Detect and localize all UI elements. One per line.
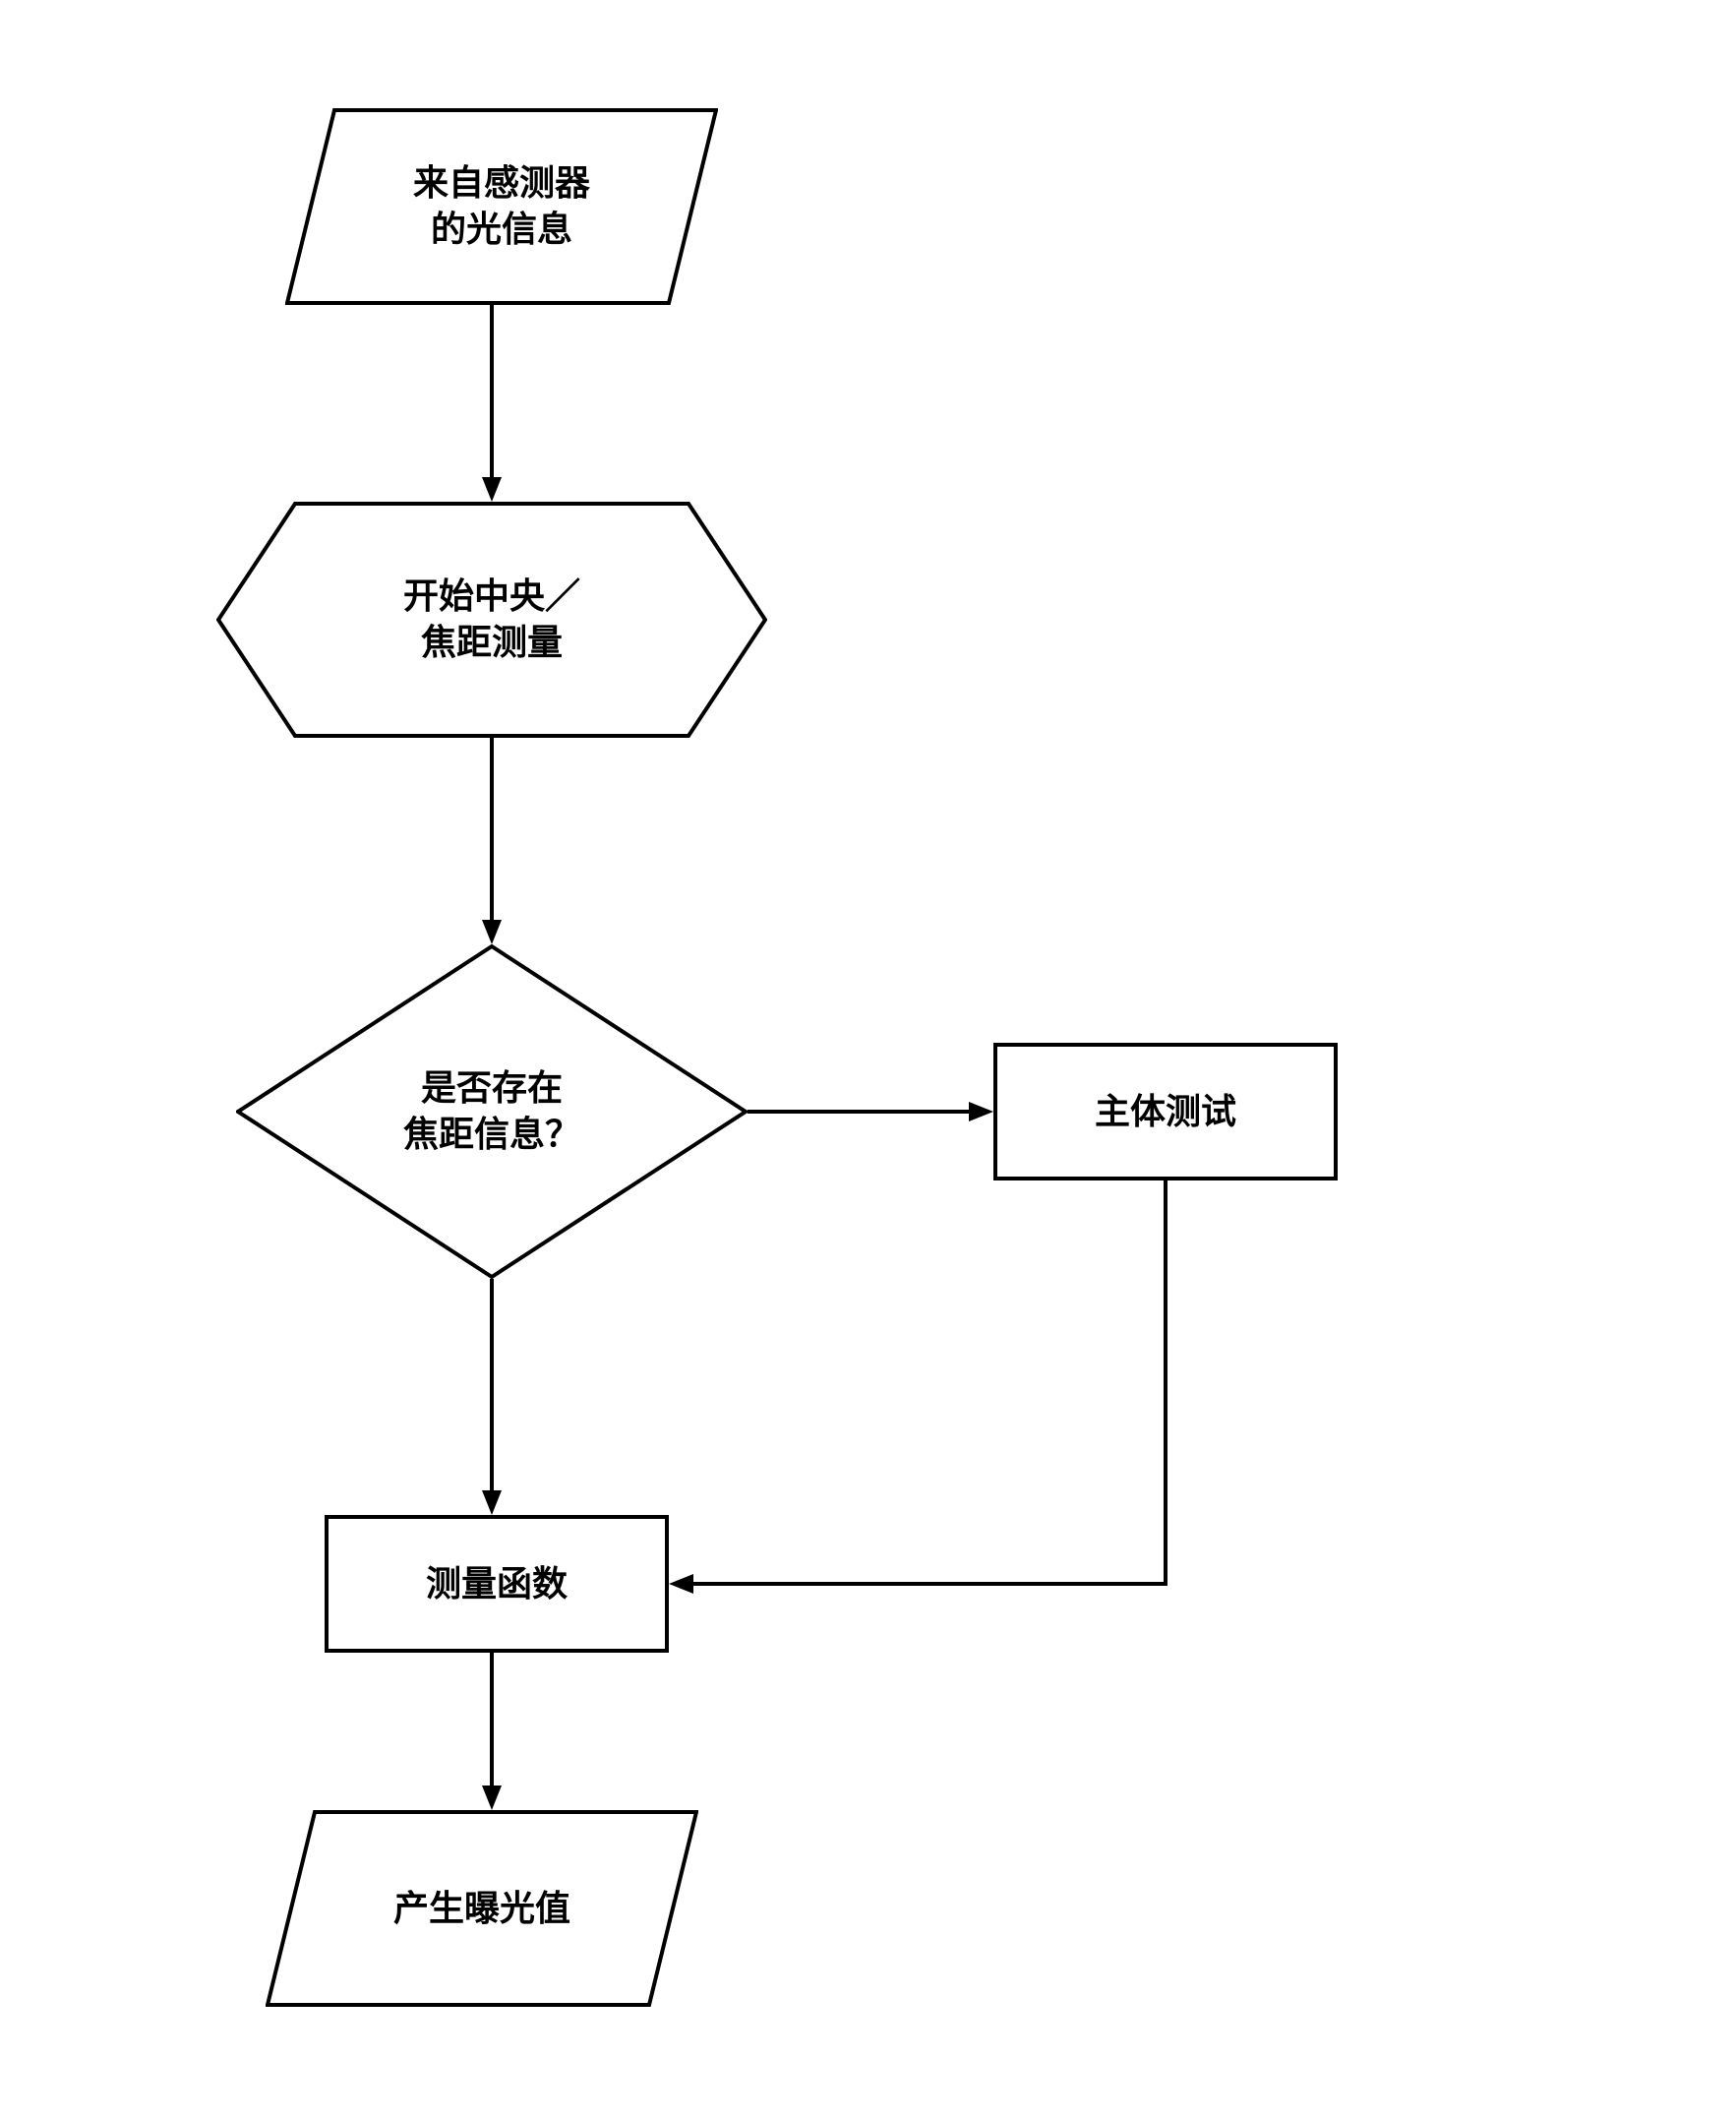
arrow-start-decision <box>482 738 502 944</box>
arrow-input-start <box>482 305 502 502</box>
flowchart-container: 来自感测器 的光信息 开始中央／ 焦距测量 是否存在 焦距信息？ <box>0 0 1736 2118</box>
subject-test-label: 主体测试 <box>1095 1089 1236 1135</box>
arrow-measure-output <box>482 1653 502 1810</box>
start-node-label: 开始中央／ 焦距测量 <box>403 574 580 666</box>
arrow-decision-measure <box>482 1279 502 1515</box>
decision-node-label: 是否存在 焦距信息？ <box>403 1065 580 1158</box>
measure-func-node: 测量函数 <box>325 1515 669 1653</box>
arrow-subject-measure <box>669 1180 1180 1594</box>
output-node: 产生曝光值 <box>266 1810 698 2007</box>
input-node-label: 来自感测器 的光信息 <box>413 160 590 253</box>
output-node-label: 产生曝光值 <box>393 1886 570 1932</box>
input-node: 来自感测器 的光信息 <box>285 108 718 305</box>
start-node: 开始中央／ 焦距测量 <box>216 502 767 738</box>
subject-test-node: 主体测试 <box>993 1043 1338 1180</box>
arrow-decision-subject <box>748 1102 993 1121</box>
measure-func-label: 测量函数 <box>426 1561 568 1607</box>
